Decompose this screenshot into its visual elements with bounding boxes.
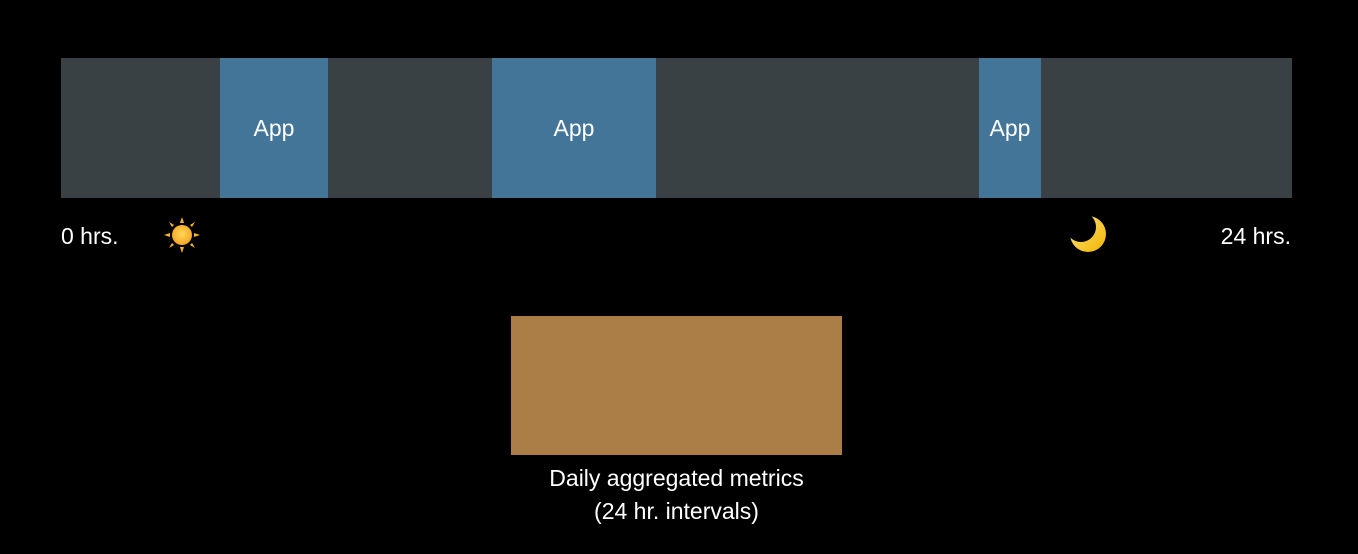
metrics-caption-line2: (24 hr. intervals) [594,498,759,524]
app-session-block: App [220,58,328,198]
timeline-end-label: 24 hrs. [1220,223,1291,249]
daily-metrics-block [511,316,842,455]
metrics-caption: Daily aggregated metrics (24 hr. interva… [470,462,883,528]
metrics-caption-line1: Daily aggregated metrics [549,465,804,491]
app-session-block: App [979,58,1041,198]
moon-icon [1070,216,1106,252]
sun-icon [164,217,200,253]
app-session-block: App [492,58,656,198]
timeline-start-label: 0 hrs. [61,223,119,249]
timeline-bar: App App App [61,58,1292,198]
